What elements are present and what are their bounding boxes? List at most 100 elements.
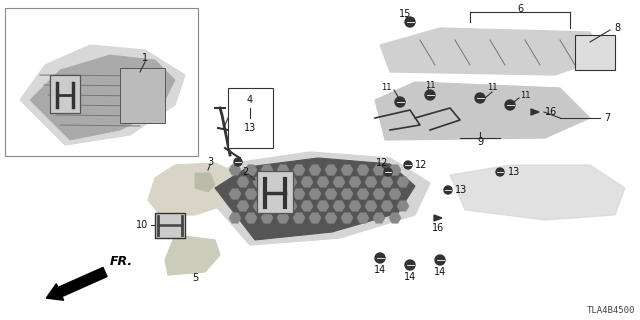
Bar bbox=[228, 88, 273, 148]
Circle shape bbox=[405, 260, 415, 270]
Polygon shape bbox=[301, 201, 313, 211]
Circle shape bbox=[496, 168, 504, 176]
Text: 15: 15 bbox=[399, 9, 411, 19]
Bar bbox=[575, 35, 615, 70]
Polygon shape bbox=[293, 165, 305, 175]
Polygon shape bbox=[531, 109, 539, 115]
Polygon shape bbox=[397, 177, 409, 187]
Polygon shape bbox=[200, 152, 430, 245]
Polygon shape bbox=[293, 213, 305, 223]
Text: 11: 11 bbox=[381, 83, 392, 92]
Polygon shape bbox=[165, 235, 220, 275]
Polygon shape bbox=[269, 201, 281, 211]
Polygon shape bbox=[341, 189, 353, 199]
Polygon shape bbox=[261, 213, 273, 223]
Polygon shape bbox=[317, 201, 329, 211]
Polygon shape bbox=[365, 177, 377, 187]
Text: 10: 10 bbox=[136, 220, 148, 230]
Polygon shape bbox=[434, 215, 442, 221]
Text: TLA4B4500: TLA4B4500 bbox=[587, 306, 635, 315]
Polygon shape bbox=[229, 165, 241, 175]
Circle shape bbox=[475, 93, 485, 103]
Text: 3: 3 bbox=[207, 157, 213, 167]
Polygon shape bbox=[148, 163, 240, 215]
Text: 2: 2 bbox=[242, 167, 248, 177]
Text: 14: 14 bbox=[434, 267, 446, 277]
Polygon shape bbox=[333, 177, 345, 187]
Text: 12: 12 bbox=[415, 160, 428, 170]
Polygon shape bbox=[373, 213, 385, 223]
Text: 13: 13 bbox=[455, 185, 467, 195]
Circle shape bbox=[395, 97, 405, 107]
Polygon shape bbox=[450, 165, 625, 220]
Text: 12: 12 bbox=[376, 158, 388, 168]
Bar bbox=[155, 213, 185, 238]
Text: 8: 8 bbox=[614, 23, 620, 33]
Polygon shape bbox=[373, 189, 385, 199]
Polygon shape bbox=[373, 165, 385, 175]
Polygon shape bbox=[229, 213, 241, 223]
Polygon shape bbox=[215, 158, 415, 240]
Polygon shape bbox=[357, 165, 369, 175]
Text: 13: 13 bbox=[244, 123, 256, 133]
Polygon shape bbox=[325, 165, 337, 175]
Polygon shape bbox=[380, 28, 605, 75]
Polygon shape bbox=[349, 201, 361, 211]
Text: 14: 14 bbox=[404, 272, 416, 282]
Polygon shape bbox=[277, 213, 289, 223]
Polygon shape bbox=[285, 177, 297, 187]
Circle shape bbox=[404, 161, 412, 169]
Polygon shape bbox=[253, 177, 265, 187]
Bar bbox=[5, 8, 198, 156]
Text: 9: 9 bbox=[477, 137, 483, 147]
Polygon shape bbox=[357, 213, 369, 223]
Polygon shape bbox=[389, 189, 401, 199]
Polygon shape bbox=[277, 189, 289, 199]
Text: 16: 16 bbox=[432, 223, 444, 233]
Text: 11: 11 bbox=[487, 84, 497, 92]
Polygon shape bbox=[389, 165, 401, 175]
Polygon shape bbox=[20, 45, 185, 145]
Polygon shape bbox=[325, 189, 337, 199]
Bar bbox=[120, 68, 165, 123]
Text: 11: 11 bbox=[425, 81, 435, 90]
Bar bbox=[257, 171, 293, 213]
Polygon shape bbox=[261, 165, 273, 175]
Bar bbox=[50, 75, 80, 113]
Polygon shape bbox=[253, 201, 265, 211]
Circle shape bbox=[384, 168, 392, 176]
Polygon shape bbox=[333, 201, 345, 211]
Polygon shape bbox=[261, 189, 273, 199]
Polygon shape bbox=[309, 189, 321, 199]
Text: 13: 13 bbox=[508, 167, 520, 177]
Polygon shape bbox=[277, 165, 289, 175]
Circle shape bbox=[425, 90, 435, 100]
Text: FR.: FR. bbox=[110, 255, 133, 268]
Polygon shape bbox=[365, 201, 377, 211]
Polygon shape bbox=[341, 213, 353, 223]
Polygon shape bbox=[285, 201, 297, 211]
Text: 6: 6 bbox=[517, 4, 523, 14]
Polygon shape bbox=[349, 177, 361, 187]
Text: 11: 11 bbox=[520, 91, 531, 100]
Text: 7: 7 bbox=[604, 113, 611, 123]
Polygon shape bbox=[293, 189, 305, 199]
Circle shape bbox=[405, 17, 415, 27]
Polygon shape bbox=[301, 177, 313, 187]
Polygon shape bbox=[317, 177, 329, 187]
Circle shape bbox=[435, 255, 445, 265]
Polygon shape bbox=[195, 173, 215, 192]
Text: 14: 14 bbox=[374, 265, 386, 275]
FancyArrow shape bbox=[46, 268, 107, 300]
Polygon shape bbox=[309, 165, 321, 175]
Polygon shape bbox=[375, 82, 590, 140]
Text: 16: 16 bbox=[545, 107, 557, 117]
Polygon shape bbox=[30, 55, 175, 140]
Text: 5: 5 bbox=[192, 273, 198, 283]
Polygon shape bbox=[397, 201, 409, 211]
Polygon shape bbox=[341, 165, 353, 175]
Polygon shape bbox=[269, 177, 281, 187]
Polygon shape bbox=[245, 189, 257, 199]
Polygon shape bbox=[381, 177, 393, 187]
Polygon shape bbox=[237, 177, 249, 187]
